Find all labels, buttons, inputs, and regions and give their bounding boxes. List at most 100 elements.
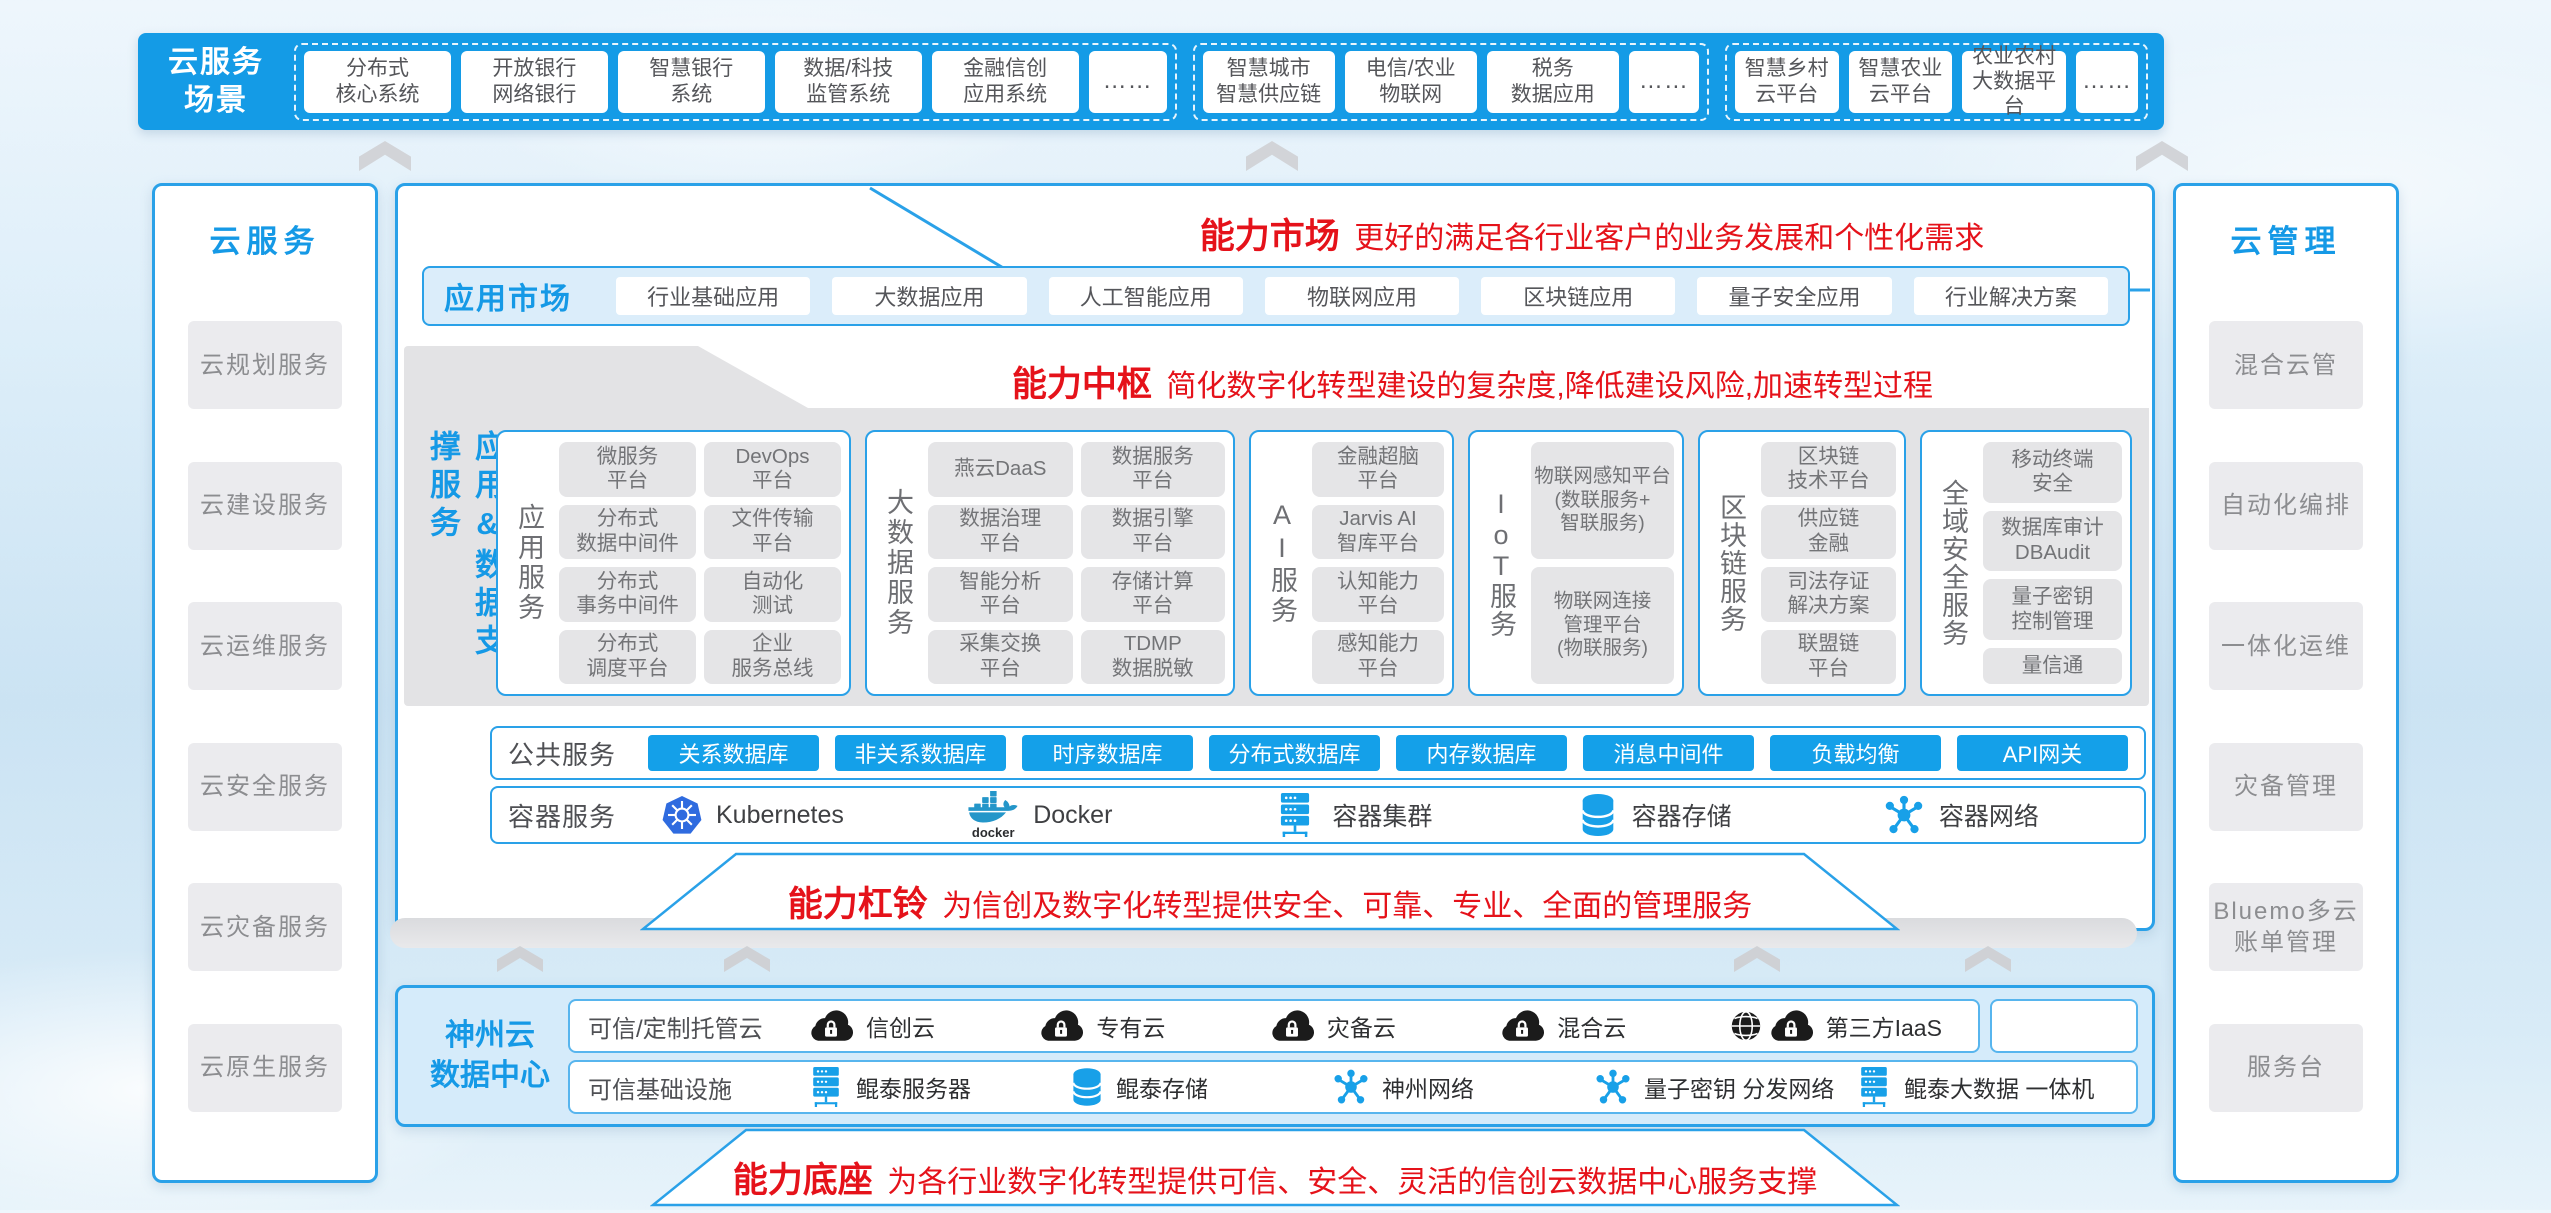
scenario-box-ellipsis: ……: [1628, 50, 1699, 113]
infra-item: 量子密钥 分发网络: [1594, 1068, 1856, 1106]
up-arrow-icon: [497, 946, 543, 972]
hub-banner: 能力中枢 简化数字化转型建设的复杂度,降低建设风险,加速转型过程: [808, 356, 2137, 407]
app-market-item: 人工智能应用: [1048, 277, 1243, 315]
container-service-kubernetes: Kubernetes: [632, 795, 907, 835]
public-service-pill: 消息中间件: [1583, 735, 1754, 771]
service-item: 燕云DaaS: [928, 442, 1073, 497]
scenario-box-ellipsis: ……: [2076, 50, 2139, 113]
service-item: 分布式 事务中间件: [559, 567, 696, 622]
network-icon: [1332, 1068, 1370, 1106]
up-arrow-icon: [1246, 141, 1298, 171]
service-item: 量子密钥 控制管理: [1983, 579, 2122, 640]
scenario-box: 开放银行 网络银行: [460, 50, 608, 113]
scenario-group-city: 智慧城市 智慧供应链 电信/农业 物联网 税务 数据应用 ……: [1192, 42, 1709, 121]
scenario-box: 电信/农业 物联网: [1344, 50, 1477, 113]
infra-item: 鲲泰服务器: [808, 1067, 1070, 1107]
sidebar-item: 云建设服务: [188, 461, 342, 550]
public-service-pill: 时序数据库: [1022, 735, 1193, 771]
container-services-label: 容器服务: [508, 801, 617, 832]
column-grid: 燕云DaaS 数据服务 平台 数据治理 平台 数据引擎 平台 智能分析 平台 存…: [928, 442, 1225, 684]
service-item: 数据引擎 平台: [1080, 504, 1225, 559]
public-service-pill: 非关系数据库: [835, 735, 1006, 771]
barbell-banner-shape: [639, 852, 1901, 931]
service-item: DevOps 平台: [704, 442, 841, 497]
cloud-item: 专有云: [1038, 1009, 1268, 1043]
service-item: 数据服务 平台: [1080, 442, 1225, 497]
service-item: 数据治理 平台: [928, 504, 1073, 559]
sidebar-item: 云灾备服务: [188, 883, 342, 972]
cloud-services-sidebar: 云服务 云规划服务 云建设服务 云运维服务 云安全服务 云灾备服务 云原生服务: [152, 183, 378, 1183]
scenarios-bar-title: 云服务 场景: [168, 46, 264, 117]
service-item: 认知能力 平台: [1312, 567, 1444, 622]
column-bigdata-services: 大数据服务 燕云DaaS 数据服务 平台 数据治理 平台 数据引擎 平台 智能分…: [865, 430, 1235, 696]
managed-cloud-label: 可信/定制托管云: [588, 1015, 763, 1043]
column-label: 区块链服务: [1716, 493, 1746, 633]
barbell-banner-title: 能力杠铃: [787, 885, 928, 924]
container-service-docker: docker Docker: [907, 791, 1212, 839]
column-label: AI服务: [1267, 500, 1297, 626]
cloud-management-sidebar: 云管理 混合云管 自动化编排 一体化运维 灾备管理 Bluemo多云 账单管理 …: [2173, 183, 2399, 1183]
cloud-item: 第三方IaaS: [1730, 1009, 1960, 1043]
service-item: Jarvis AI 智库平台: [1312, 504, 1444, 559]
service-item: 存储计算 平台: [1080, 567, 1225, 622]
storage-icon: [1070, 1067, 1104, 1107]
scenario-box: 农业农村 大数据平台: [1962, 45, 2067, 118]
service-item: 企业 服务总线: [704, 629, 841, 684]
app-market-item: 行业基础应用: [616, 277, 811, 315]
sidebar-item: 云安全服务: [188, 742, 342, 831]
service-item: 金融超脑 平台: [1312, 442, 1444, 497]
service-item: 自动化 测试: [704, 567, 841, 622]
service-item: 物联网连接 管理平台 (物联服务): [1531, 567, 1674, 684]
empty-box: [1990, 999, 2138, 1053]
service-columns: 应用服务 微服务 平台 DevOps 平台 分布式 数据中间件 文件传输 平台 …: [496, 430, 2132, 696]
service-item: 区块链 技术平台: [1761, 442, 1896, 497]
sidebar-item: 灾备管理: [2209, 742, 2363, 831]
sidebar-title: 云服务: [209, 224, 321, 259]
up-arrow-icon: [1965, 946, 2011, 972]
sidebar-item: 云原生服务: [188, 1023, 342, 1112]
up-arrow-icon: [359, 141, 411, 171]
storage-icon: [1578, 793, 1618, 837]
infrastructure-label: 可信基础设施: [588, 1076, 732, 1104]
capability-hub-section: 能力中枢 简化数字化转型建设的复杂度,降低建设风险,加速转型过程 应用&数据支撑…: [404, 346, 2149, 706]
column-label: IoT服务: [1486, 488, 1516, 638]
service-item: 数据库审计 DBAudit: [1983, 510, 2122, 572]
public-service-pill: 关系数据库: [648, 735, 819, 771]
up-arrow-icon: [724, 946, 770, 972]
app-market-item: 大数据应用: [832, 277, 1027, 315]
app-market-item: 量子安全应用: [1697, 277, 1892, 315]
column-security-services: 全域安全服务 移动终端 安全 数据库审计 DBAudit 量子密钥 控制管理 量…: [1920, 430, 2132, 696]
hub-banner-shape: [698, 346, 2149, 408]
base-banner-shape: [649, 1128, 1901, 1207]
network-icon: [1594, 1068, 1632, 1106]
service-item: 分布式 调度平台: [559, 629, 696, 684]
column-app-services: 应用服务 微服务 平台 DevOps 平台 分布式 数据中间件 文件传输 平台 …: [496, 430, 851, 696]
sidebar-item: 混合云管: [2209, 321, 2363, 410]
scenario-box: 智慧城市 智慧供应链: [1202, 50, 1335, 113]
service-item: 联盟链 平台: [1761, 629, 1896, 684]
scenario-box: 金融信创 应用系统: [931, 50, 1079, 113]
base-banner: 能力底座 为各行业数字化转型提供可信、安全、灵活的信创云数据中心服务支撑: [649, 1128, 1901, 1208]
scenario-box: 数据/科技 监管系统: [774, 50, 922, 113]
scenario-box: 智慧银行 系统: [617, 50, 765, 113]
column-label: 应用服务: [514, 503, 544, 623]
cloud-lock-icon: [1768, 1009, 1814, 1043]
public-services-label: 公共服务: [508, 739, 617, 770]
infra-item: 鲲泰大数据 一体机: [1856, 1067, 2118, 1107]
scenario-group-finance: 分布式 核心系统 开放银行 网络银行 智慧银行 系统 数据/科技 监管系统 金融…: [294, 42, 1177, 121]
cloud-item: 信创云: [808, 1009, 1038, 1043]
column-grid: 物联网感知平台 (数联服务+ 智联服务) 物联网连接 管理平台 (物联服务): [1531, 442, 1674, 684]
scenario-box: 智慧乡村 云平台: [1734, 50, 1839, 113]
container-service-network: 容器网络: [1823, 794, 2128, 836]
container-services-row: 容器服务 Kubernetes docker Docker 容器集群 容器存储 …: [490, 786, 2146, 844]
column-grid: 移动终端 安全 数据库审计 DBAudit 量子密钥 控制管理 量信通: [1983, 442, 2122, 684]
app-market-item: 区块链应用: [1481, 277, 1676, 315]
sidebar-title: 云管理: [2230, 224, 2342, 259]
cloud-lock-icon: [808, 1009, 854, 1043]
service-item: 移动终端 安全: [1983, 442, 2122, 503]
docker-logo-text: docker: [971, 825, 1015, 840]
scenario-box: 智慧农业 云平台: [1848, 50, 1953, 113]
column-grid: 微服务 平台 DevOps 平台 分布式 数据中间件 文件传输 平台 分布式 事…: [559, 442, 841, 684]
datacenter-title: 神州云 数据中心: [430, 1018, 550, 1093]
sidebar-item: 云运维服务: [188, 602, 342, 691]
